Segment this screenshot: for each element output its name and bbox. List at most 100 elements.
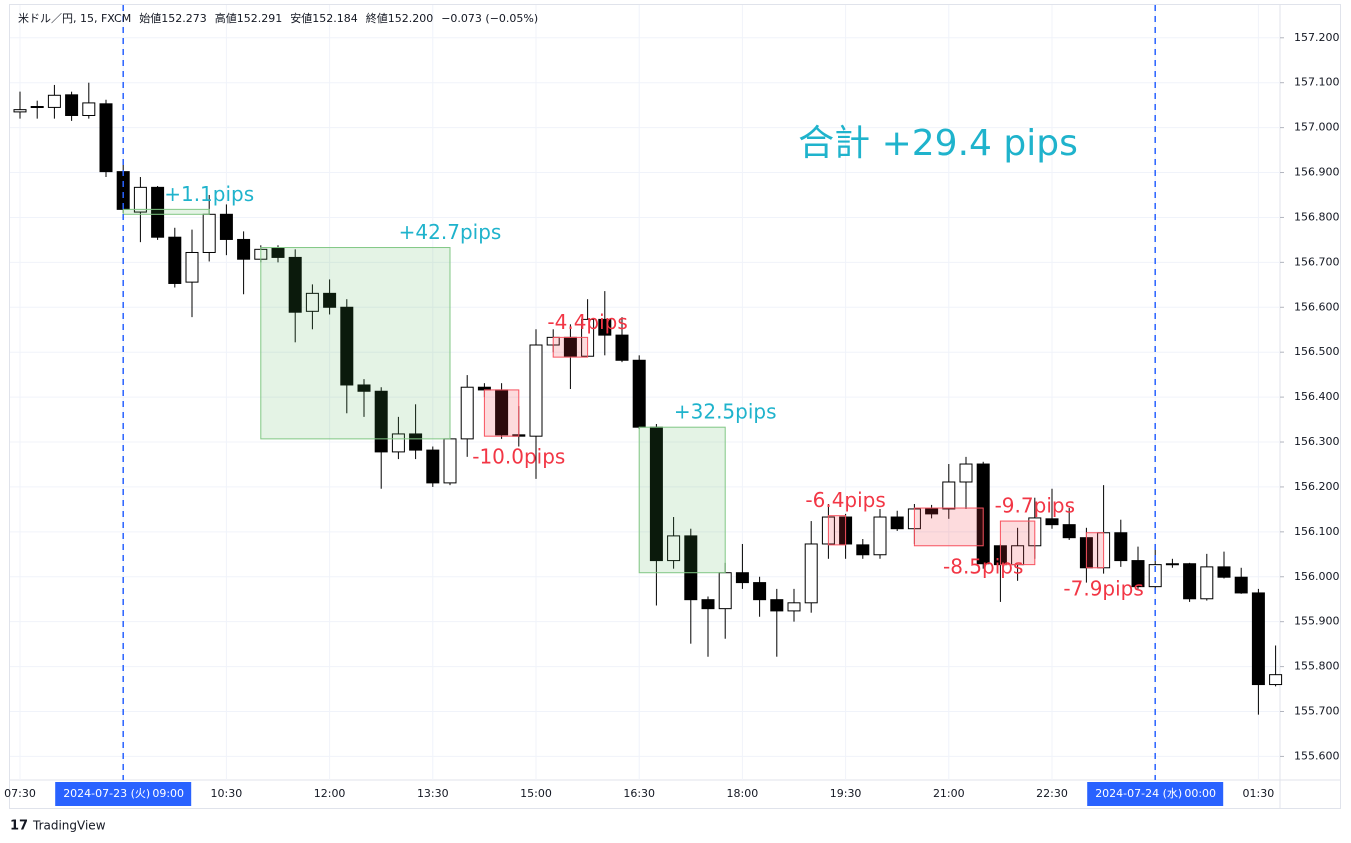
brand-logo: 17 TradingView <box>10 819 106 834</box>
axes: 155.600 155.700 155.800 155.900 156.000 156.1… <box>4 5 1340 806</box>
candle-body <box>787 602 801 612</box>
trade-label: +42.7pips <box>399 220 502 244</box>
y-tick-label: 156.100 <box>1294 525 1340 538</box>
candle-body <box>1165 563 1179 566</box>
candle-body <box>1131 560 1145 588</box>
candle-body <box>667 535 681 562</box>
candle-body <box>718 572 732 610</box>
x-tick-label: 00:00 <box>1184 787 1216 800</box>
x-tick-label: 16:30 <box>623 787 655 800</box>
candle-body <box>237 238 251 260</box>
candle-body <box>460 386 474 440</box>
x-tick-label: 01:30 <box>1243 787 1275 800</box>
candle-body <box>1251 592 1265 686</box>
trade-box <box>638 426 726 574</box>
y-tick-label: 156.900 <box>1294 166 1340 179</box>
symbol: 米ドル／円, 15, FXCM <box>18 12 131 25</box>
trade-box <box>122 208 210 215</box>
y-tick-label: 155.800 <box>1294 660 1340 673</box>
candle-body <box>1269 674 1283 686</box>
y-tick-label: 156.700 <box>1294 255 1340 268</box>
candle-body <box>133 186 147 213</box>
candle-body <box>219 213 233 240</box>
candle-body <box>598 318 612 336</box>
x-date-label: 2024-07-23 (火) <box>63 787 150 800</box>
y-tick-label: 156.300 <box>1294 435 1340 448</box>
candle-body <box>1234 576 1248 594</box>
y-tick-label: 157.200 <box>1294 31 1340 44</box>
candle-body <box>753 582 767 601</box>
trades: +1.1pips +42.7pips -10.0pips -4.4pips +32.5p… <box>122 182 1144 600</box>
candle-body <box>684 535 698 601</box>
candle-body <box>1217 566 1231 578</box>
x-tick-label: 22:30 <box>1036 787 1068 800</box>
y-tick-label: 156.400 <box>1294 390 1340 403</box>
candle-body <box>735 572 749 584</box>
ohlc-field: 始値152.273 <box>139 11 207 25</box>
trade-box <box>260 247 451 440</box>
y-tick-label: 156.600 <box>1294 300 1340 313</box>
trade-box <box>552 336 589 358</box>
trade-label: -8.5pips <box>943 554 1023 578</box>
ohlc-field: −0.073 (−0.05%) <box>441 12 538 25</box>
trade-label: -4.4pips <box>547 310 627 334</box>
y-tick-label: 157.000 <box>1294 121 1340 134</box>
y-tick-label: 156.500 <box>1294 345 1340 358</box>
candle-body <box>632 359 646 428</box>
symbol-legend: 米ドル／円, 15, FXCM 始値152.273 高値152.291 安値152.1… <box>18 11 538 25</box>
candle-body <box>340 306 354 386</box>
total-annotation: 合計 +29.4 pips <box>798 123 1078 164</box>
x-tick-label: 09:00 <box>152 787 184 800</box>
candle-body <box>1062 524 1076 539</box>
trade-box <box>999 520 1036 566</box>
y-tick-label: 155.600 <box>1294 749 1340 762</box>
candle-body <box>770 599 784 612</box>
x-tick-label: 18:00 <box>727 787 759 800</box>
x-tick-label: 10:30 <box>211 787 243 800</box>
candle-body <box>13 109 27 113</box>
ohlc-field: 安値152.184 <box>290 11 358 25</box>
x-tick-label: 12:00 <box>314 787 346 800</box>
candle-body <box>925 508 939 515</box>
x-tick-label: 21:00 <box>933 787 965 800</box>
candle-body <box>271 247 285 258</box>
candle-body <box>959 463 973 483</box>
crosshair-label-box <box>55 782 192 806</box>
ohlc-field: 高値152.291 <box>215 11 283 25</box>
trade-label: +32.5pips <box>674 400 777 424</box>
candle-body <box>151 186 165 238</box>
candle-body <box>323 292 337 308</box>
trade-label: +1.1pips <box>164 182 254 206</box>
x-date-label: 2024-07-24 (水) <box>1095 787 1182 800</box>
trade-box <box>913 507 984 547</box>
trade-label: -7.9pips <box>1063 576 1143 600</box>
candle-body <box>99 103 113 173</box>
candle-body <box>82 102 96 116</box>
candle-body <box>1200 566 1214 600</box>
candle-body <box>357 384 371 392</box>
y-tick-label: 155.700 <box>1294 705 1340 718</box>
candle-body <box>202 213 216 253</box>
x-tick-label: 13:30 <box>417 787 449 800</box>
candle-body <box>856 544 870 556</box>
y-tick-label: 156.200 <box>1294 480 1340 493</box>
candle-body <box>1114 532 1128 562</box>
x-tick-label: 07:30 <box>4 787 36 800</box>
candle-body <box>1045 518 1059 526</box>
candle-body <box>374 390 388 453</box>
candle-body <box>305 292 319 312</box>
y-tick-label: 155.900 <box>1294 615 1340 628</box>
candle-body <box>47 94 61 108</box>
ohlc-field: 終値152.200 <box>366 11 434 25</box>
candle-body <box>443 438 457 484</box>
brand-name: TradingView <box>32 819 106 833</box>
x-tick-label: 15:00 <box>520 787 552 800</box>
candle-body <box>168 236 182 284</box>
crosshair-label-box <box>1087 782 1224 806</box>
trade-label: -6.4pips <box>805 488 885 512</box>
y-tick-label: 157.100 <box>1294 76 1340 89</box>
candle-body <box>30 106 44 109</box>
logo-icon: 17 <box>10 819 28 834</box>
